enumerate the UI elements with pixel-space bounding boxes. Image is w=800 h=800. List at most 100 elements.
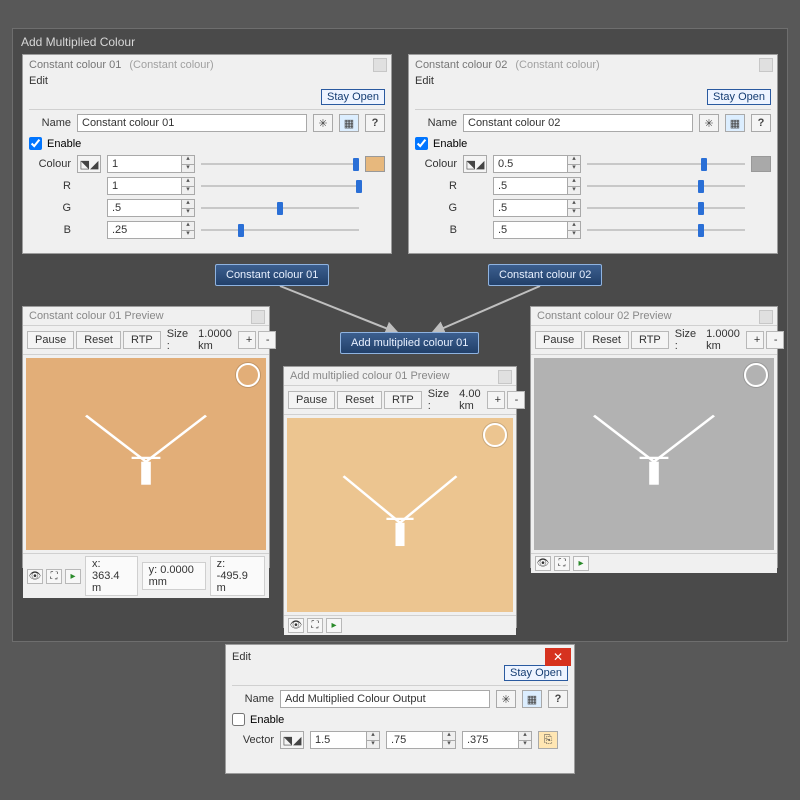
edit-menu[interactable]: Edit: [409, 73, 777, 87]
enable-checkbox[interactable]: Enable: [226, 710, 574, 729]
zoom-out-button[interactable]: -: [766, 331, 784, 349]
edit-menu[interactable]: Edit: [23, 73, 391, 87]
enable-checkbox[interactable]: Enable: [23, 134, 391, 153]
spin-buttons[interactable]: ▴▾: [181, 199, 195, 217]
rtp-button[interactable]: RTP: [384, 391, 422, 409]
rtp-button[interactable]: RTP: [631, 331, 669, 349]
channel-value-input[interactable]: [493, 177, 567, 195]
picker-icon[interactable]: ⬔◢: [280, 731, 304, 749]
stay-open-button[interactable]: Stay Open: [321, 89, 385, 105]
vector-z-input[interactable]: [462, 731, 518, 749]
expand-icon[interactable]: ⛶: [46, 569, 62, 584]
channel-value-input[interactable]: [107, 199, 181, 217]
spin-buttons[interactable]: ▴▾: [518, 731, 532, 749]
vector-y-input[interactable]: [386, 731, 442, 749]
spin-buttons[interactable]: ▴▾: [567, 177, 581, 195]
expand-icon[interactable]: ⛶: [307, 618, 323, 633]
enable-checkbox-input[interactable]: [415, 137, 428, 150]
channel-slider[interactable]: [587, 223, 745, 237]
channel-slider[interactable]: [201, 223, 359, 237]
panel-menu-icon[interactable]: [759, 310, 773, 324]
colour-swatch[interactable]: [365, 156, 385, 172]
spin-buttons[interactable]: ▴▾: [366, 731, 380, 749]
spin-buttons[interactable]: ▴▾: [442, 731, 456, 749]
zoom-in-button[interactable]: +: [487, 391, 505, 409]
pause-button[interactable]: Pause: [535, 331, 582, 349]
stay-open-button[interactable]: Stay Open: [504, 665, 568, 681]
preview-icon[interactable]: ▦: [522, 690, 542, 708]
panel-menu-icon[interactable]: [498, 370, 512, 384]
colour-value-input[interactable]: [107, 155, 181, 173]
help-icon[interactable]: ?: [751, 114, 771, 132]
spin-buttons[interactable]: ▴▾: [567, 155, 581, 173]
stay-open-button[interactable]: Stay Open: [707, 89, 771, 105]
preview-panel-2: Constant colour 02 Preview Pause Reset R…: [530, 306, 778, 568]
panel-menu-icon[interactable]: [759, 58, 773, 72]
rtp-button[interactable]: RTP: [123, 331, 161, 349]
node-constant-colour-1[interactable]: Constant colour 01: [215, 264, 329, 286]
reset-button[interactable]: Reset: [584, 331, 629, 349]
channel-value-input[interactable]: [493, 199, 567, 217]
name-input[interactable]: [280, 690, 490, 708]
preview-canvas[interactable]: [531, 355, 777, 553]
enable-checkbox-input[interactable]: [29, 137, 42, 150]
colour-value-input[interactable]: [493, 155, 567, 173]
link-icon[interactable]: ⎘: [538, 731, 558, 749]
panel-menu-icon[interactable]: [373, 58, 387, 72]
gear-icon[interactable]: ✳: [699, 114, 719, 132]
eye-icon[interactable]: 👁: [535, 556, 551, 571]
help-icon[interactable]: ?: [548, 690, 568, 708]
channel-value-input[interactable]: [493, 221, 567, 239]
zoom-out-button[interactable]: -: [258, 331, 276, 349]
eye-icon[interactable]: 👁: [27, 569, 43, 584]
pause-button[interactable]: Pause: [27, 331, 74, 349]
colour-slider[interactable]: [201, 157, 359, 171]
picker-icon[interactable]: ⬔◢: [463, 155, 487, 173]
spin-buttons[interactable]: ▴▾: [181, 177, 195, 195]
enable-checkbox[interactable]: Enable: [409, 134, 777, 153]
spin-buttons[interactable]: ▴▾: [567, 199, 581, 217]
enable-checkbox-input[interactable]: [232, 713, 245, 726]
gear-icon[interactable]: ✳: [313, 114, 333, 132]
play-icon[interactable]: ▸: [65, 569, 81, 584]
play-icon[interactable]: ▸: [573, 556, 589, 571]
zoom-out-button[interactable]: -: [507, 391, 525, 409]
channel-slider[interactable]: [201, 201, 359, 215]
picker-icon[interactable]: ⬔◢: [77, 155, 101, 173]
name-input[interactable]: [77, 114, 307, 132]
play-icon[interactable]: ▸: [326, 618, 342, 633]
channel-slider[interactable]: [587, 201, 745, 215]
vector-x-input[interactable]: [310, 731, 366, 749]
colour-swatch[interactable]: [751, 156, 771, 172]
channel-row: G▴▾: [23, 197, 391, 219]
zoom-in-button[interactable]: +: [238, 331, 256, 349]
zoom-in-button[interactable]: +: [746, 331, 764, 349]
preview-canvas[interactable]: [23, 355, 269, 553]
spin-buttons[interactable]: ▴▾: [567, 221, 581, 239]
spin-buttons[interactable]: ▴▾: [181, 155, 195, 173]
preview-panel-output: Add multiplied colour 01 Preview Pause R…: [283, 366, 517, 628]
preview-icon[interactable]: ▦: [725, 114, 745, 132]
node-constant-colour-2[interactable]: Constant colour 02: [488, 264, 602, 286]
spin-buttons[interactable]: ▴▾: [181, 221, 195, 239]
gear-icon[interactable]: ✳: [496, 690, 516, 708]
preview-canvas[interactable]: [284, 415, 516, 615]
channel-slider[interactable]: [201, 179, 359, 193]
expand-icon[interactable]: ⛶: [554, 556, 570, 571]
preview-icon[interactable]: ▦: [339, 114, 359, 132]
channel-value-input[interactable]: [107, 177, 181, 195]
channel-slider[interactable]: [587, 179, 745, 193]
eye-icon[interactable]: 👁: [288, 618, 304, 633]
panel-menu-icon[interactable]: [251, 310, 265, 324]
name-input[interactable]: [463, 114, 693, 132]
reset-button[interactable]: Reset: [337, 391, 382, 409]
help-icon[interactable]: ?: [365, 114, 385, 132]
close-icon[interactable]: ✕: [545, 648, 571, 666]
channel-value-input[interactable]: [107, 221, 181, 239]
colour-slider[interactable]: [587, 157, 745, 171]
node-add-multiplied[interactable]: Add multiplied colour 01: [340, 332, 479, 354]
edit-menu[interactable]: Edit: [226, 645, 574, 663]
channel-label: R: [29, 180, 71, 192]
reset-button[interactable]: Reset: [76, 331, 121, 349]
pause-button[interactable]: Pause: [288, 391, 335, 409]
